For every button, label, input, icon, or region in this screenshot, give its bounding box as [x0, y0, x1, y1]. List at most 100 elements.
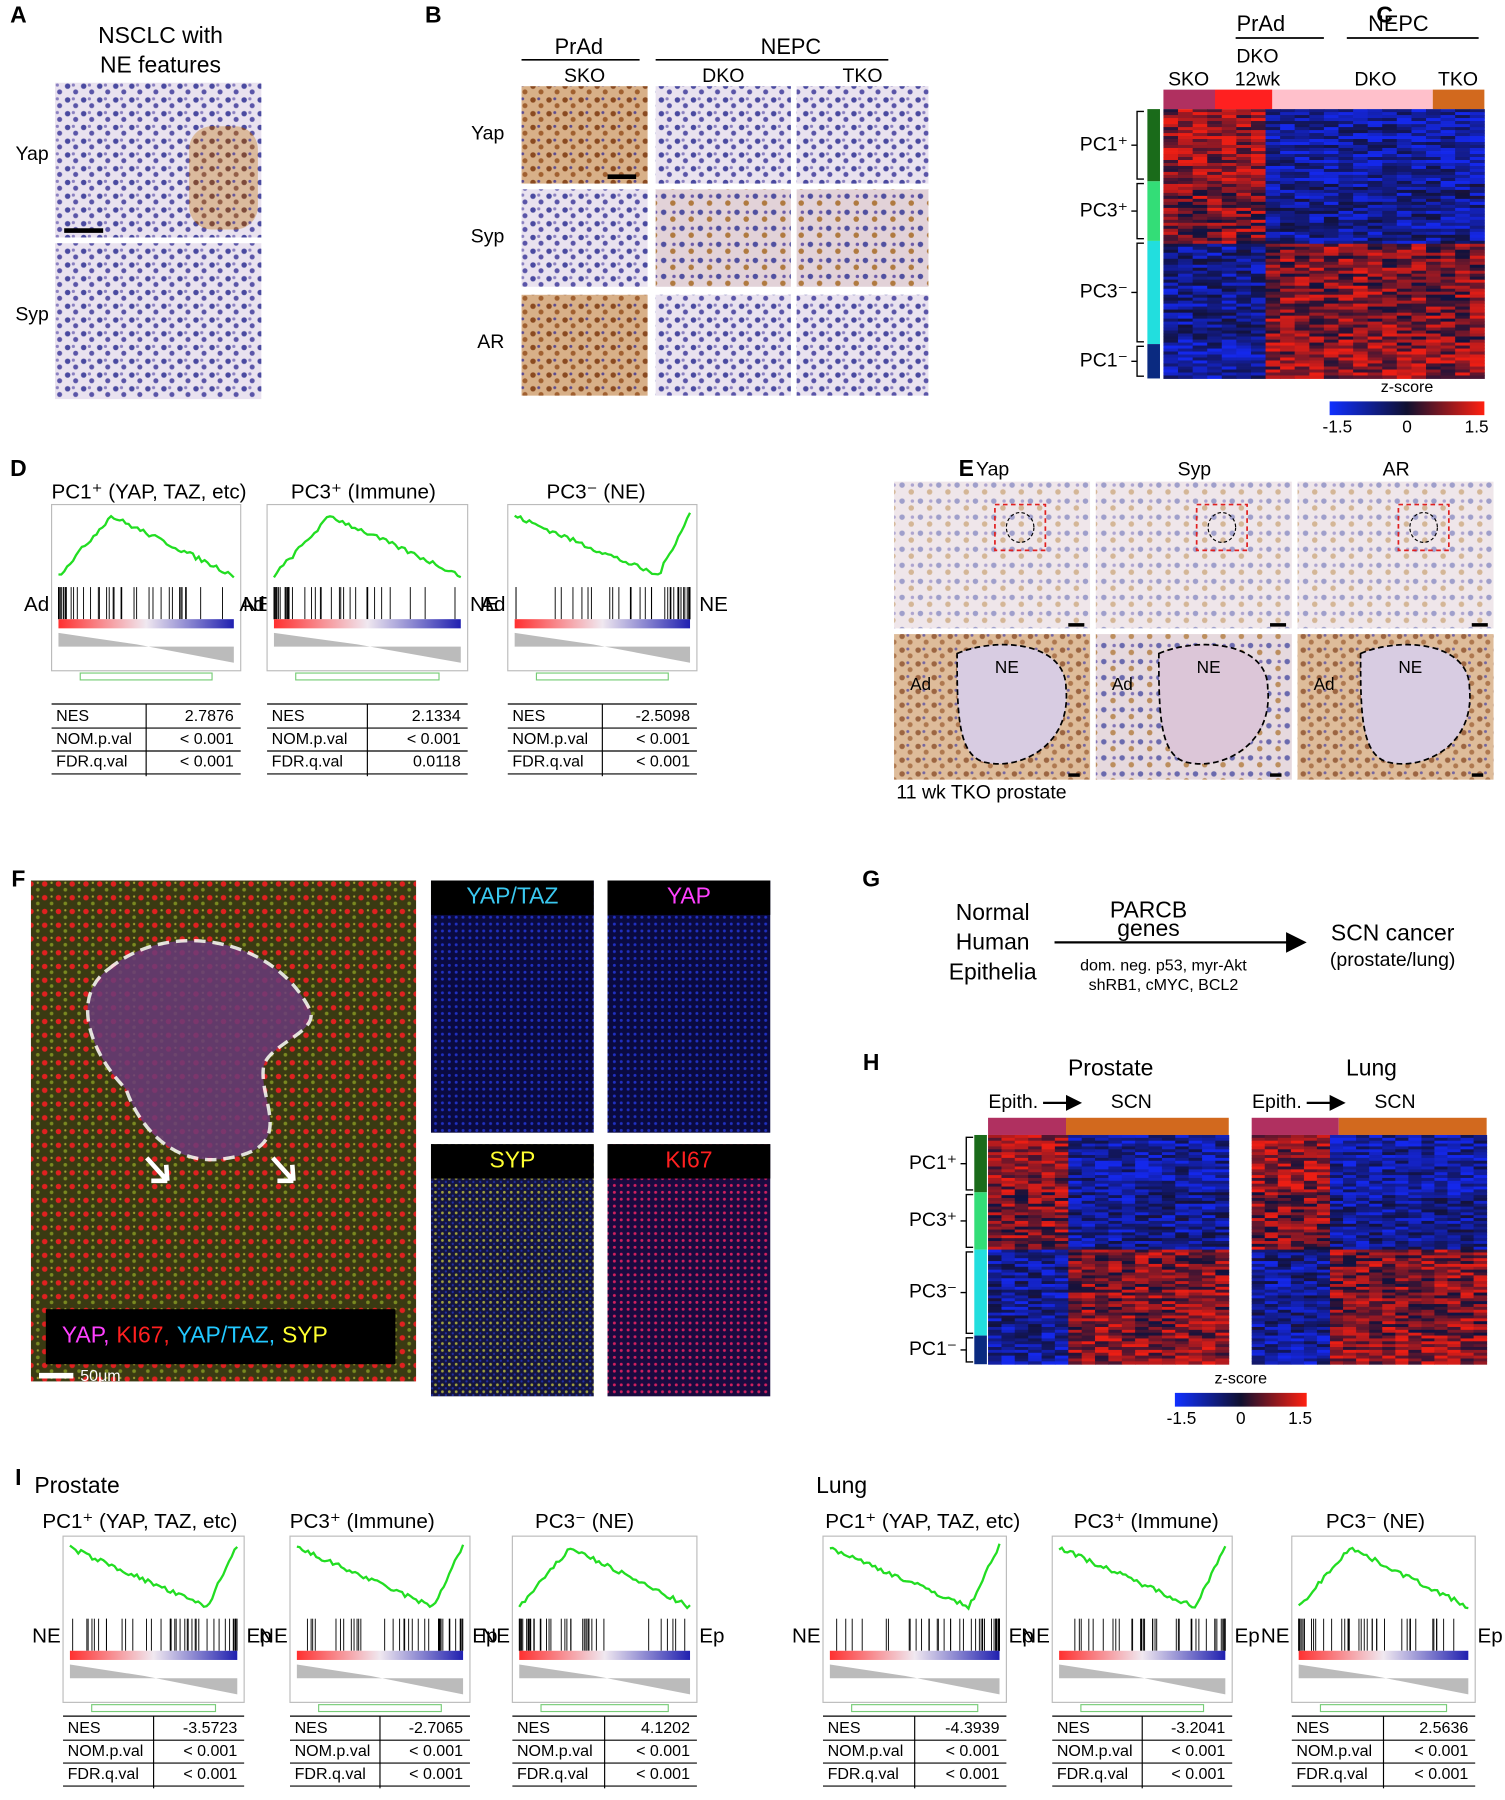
- heatmap-cell: [1474, 1298, 1488, 1301]
- heatmap-cell: [1368, 109, 1383, 112]
- heatmap-cell: [1015, 1161, 1029, 1164]
- heatmap-cell: [1455, 367, 1470, 370]
- heatmap-cell: [1474, 1158, 1488, 1161]
- heatmap-cell: [1149, 1218, 1163, 1221]
- heatmap-cell: [1278, 1209, 1292, 1212]
- heatmap-cell: [1368, 127, 1383, 130]
- heatmap-cell: [1252, 1330, 1266, 1333]
- heatmap-cell: [1368, 244, 1383, 247]
- heatmap-cell: [1055, 1158, 1069, 1161]
- heatmap-cell: [1470, 178, 1485, 181]
- heatmap-cell: [1461, 1327, 1475, 1330]
- heatmap-cell: [1135, 1204, 1149, 1207]
- channel-label: KI67: [665, 1146, 712, 1172]
- heatmap-cell: [1265, 1141, 1279, 1144]
- heatmap-cell: [1178, 289, 1193, 292]
- heatmap-cell: [1461, 1247, 1475, 1250]
- heatmap-cell: [1266, 124, 1281, 127]
- heatmap-cell: [1215, 1295, 1229, 1298]
- heatmap-cell: [1324, 304, 1339, 307]
- heatmap-cell: [1421, 1235, 1435, 1238]
- heatmap-cell: [1266, 214, 1281, 217]
- heatmap-cell: [1309, 325, 1324, 328]
- heatmap-cell: [1015, 1287, 1029, 1290]
- heatmap-cell: [1434, 1207, 1448, 1210]
- panel-title: NSCLC with: [98, 22, 223, 48]
- heatmap-cell: [1202, 1141, 1216, 1144]
- heatmap-cell: [1343, 1333, 1357, 1336]
- heatmap-cell: [1001, 1310, 1015, 1313]
- heatmap-cell: [1222, 169, 1237, 172]
- heatmap-cell: [1068, 1301, 1082, 1304]
- heatmap-cell: [1408, 1318, 1422, 1321]
- heatmap-cell: [1042, 1152, 1056, 1155]
- heatmap-cell: [1122, 1158, 1136, 1161]
- heatmap-cell: [1447, 1172, 1461, 1175]
- heatmap-cell: [1042, 1192, 1056, 1195]
- heatmap-cell: [1266, 253, 1281, 256]
- heatmap-cell: [1135, 1273, 1149, 1276]
- heatmap-cell: [1135, 1324, 1149, 1327]
- heatmap-cell: [1317, 1324, 1331, 1327]
- heatmap-cell: [1447, 1195, 1461, 1198]
- heatmap-cell: [1295, 139, 1310, 142]
- heatmap-cell: [1338, 319, 1353, 322]
- heatmap-cell: [1280, 127, 1295, 130]
- heatmap-cell: [1207, 112, 1222, 115]
- heatmap-cell: [1295, 370, 1310, 373]
- heatmap-cell: [1447, 1252, 1461, 1255]
- heatmap-cell: [1395, 1261, 1409, 1264]
- heatmap-cell: [1162, 1144, 1176, 1147]
- heatmap-cell: [1395, 1310, 1409, 1313]
- heatmap-cell: [1163, 166, 1178, 169]
- heatmap-cell: [1434, 1281, 1448, 1284]
- heatmap-cell: [1278, 1275, 1292, 1278]
- heatmap-cell: [1163, 244, 1178, 247]
- heatmap-cell: [1193, 184, 1208, 187]
- heatmap-cell: [1304, 1247, 1318, 1250]
- heatmap-cell: [1369, 1230, 1383, 1233]
- heatmap-cell: [1470, 181, 1485, 184]
- heatmap-cell: [1397, 142, 1412, 145]
- heatmap-cell: [1382, 373, 1397, 376]
- heatmap-cell: [1149, 1290, 1163, 1293]
- heatmap-cell: [1163, 295, 1178, 298]
- heatmap-cell: [1291, 1218, 1305, 1221]
- heatmap-cell: [1434, 1327, 1448, 1330]
- heatmap-cell: [1395, 1218, 1409, 1221]
- heatmap-cell: [1426, 202, 1441, 205]
- heatmap-cell: [1382, 1209, 1396, 1212]
- heatmap-cell: [1215, 1204, 1229, 1207]
- heatmap-cell: [1470, 271, 1485, 274]
- heatmap-cell: [1470, 142, 1485, 145]
- heatmap-cell: [1236, 253, 1251, 256]
- heatmap-cell: [1356, 1207, 1370, 1210]
- heatmap-cell: [1082, 1155, 1096, 1158]
- heatmap-cell: [1369, 1175, 1383, 1178]
- heatmap-cell: [1149, 1227, 1163, 1230]
- heatmap-cell: [1278, 1181, 1292, 1184]
- heatmap-cell: [1369, 1261, 1383, 1264]
- heatmap-cell: [1309, 340, 1324, 343]
- heatmap-cell: [1353, 322, 1368, 325]
- heatmap-cell: [1236, 244, 1251, 247]
- heatmap-cell: [1395, 1264, 1409, 1267]
- heatmap-cell: [1202, 1212, 1216, 1215]
- heatmap-cell: [1135, 1238, 1149, 1241]
- heatmap-cell: [1108, 1166, 1122, 1169]
- heatmap-cell: [1108, 1290, 1122, 1293]
- heatmap-cell: [1368, 202, 1383, 205]
- heatmap-cell: [1135, 1298, 1149, 1301]
- heatmap-cell: [1408, 1255, 1422, 1258]
- heatmap-cell: [1295, 190, 1310, 193]
- heatmap-cell: [1304, 1232, 1318, 1235]
- heatmap-cell: [1028, 1172, 1042, 1175]
- heatmap-cell: [1222, 370, 1237, 373]
- heatmap-cell: [1280, 202, 1295, 205]
- heatmap-cell: [1149, 1155, 1163, 1158]
- heatmap-cell: [1162, 1255, 1176, 1258]
- heatmap-cell: [1001, 1212, 1015, 1215]
- heatmap-cell: [1382, 1166, 1396, 1169]
- heatmap-cell: [1338, 349, 1353, 352]
- heatmap-cell: [1382, 367, 1397, 370]
